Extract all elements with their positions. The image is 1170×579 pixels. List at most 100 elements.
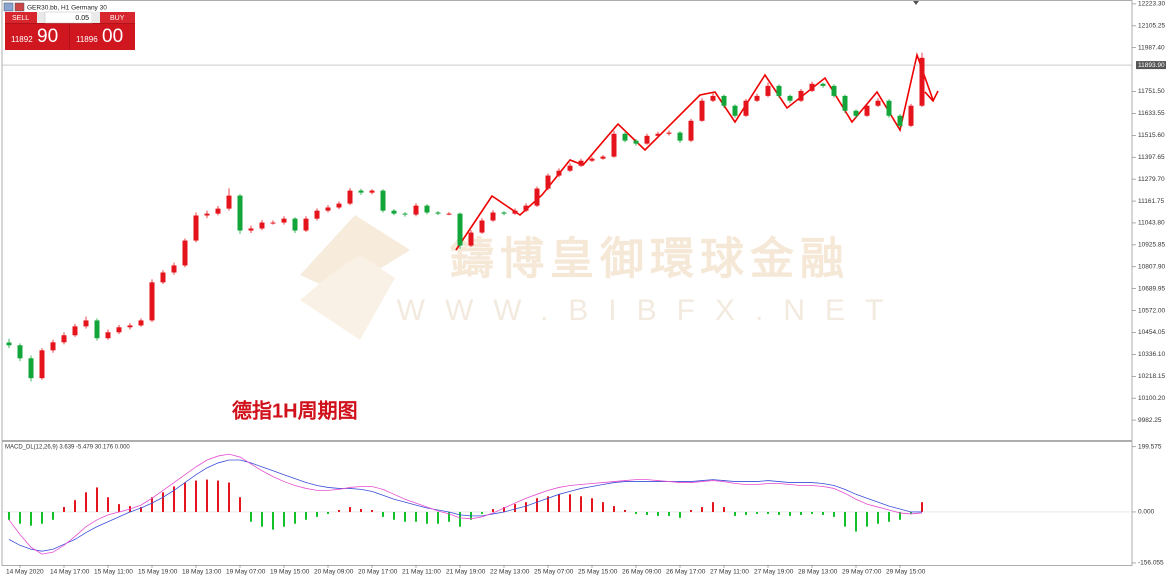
candle-body xyxy=(259,222,265,229)
candle-body xyxy=(248,228,254,231)
candle-body xyxy=(501,212,507,214)
candle-body xyxy=(204,213,210,216)
buy-button[interactable] xyxy=(100,12,135,23)
x-tick-label: 14 May 17:00 xyxy=(50,569,90,576)
y-tick-label: 11515.60 xyxy=(1138,132,1165,139)
candle-body xyxy=(314,210,320,219)
candle-body xyxy=(732,105,738,116)
y-tick-label: 11633.55 xyxy=(1138,110,1165,117)
candle-body xyxy=(380,190,386,211)
x-tick-label: 26 May 17:00 xyxy=(666,569,706,576)
candle-body xyxy=(149,282,155,321)
sell-price-box[interactable] xyxy=(5,24,69,50)
x-tick-label: 22 May 13:00 xyxy=(490,569,530,576)
candle-body xyxy=(798,90,804,101)
y-tick-label: 10925.85 xyxy=(1138,242,1165,249)
candle-body xyxy=(787,95,793,101)
candle-body xyxy=(545,175,551,189)
candle-body xyxy=(776,85,782,96)
candle-body xyxy=(743,100,749,116)
candle-body xyxy=(281,218,287,223)
candle-body xyxy=(336,203,342,208)
volume[interactable]: 0.05 xyxy=(75,15,89,22)
price-label: 11893.90 xyxy=(1138,62,1165,69)
x-tick-label: 28 May 13:00 xyxy=(798,569,838,576)
candle-body xyxy=(611,133,617,157)
candle-body xyxy=(171,265,177,273)
candle-body xyxy=(633,140,639,144)
symbol-icon xyxy=(3,2,14,12)
buy-price-box[interactable] xyxy=(70,24,135,50)
sell-price-head[interactable]: 11892 xyxy=(11,35,33,44)
x-tick-label: 19 May 07:00 xyxy=(226,569,266,576)
candle-body xyxy=(435,212,441,214)
candle-body xyxy=(886,100,892,116)
candle-body xyxy=(875,100,881,106)
watermark-url: WWW.BIBFX.NET xyxy=(397,294,904,327)
y-tick-label: 11987.40 xyxy=(1138,44,1165,51)
candle-body xyxy=(677,132,683,141)
x-tick-label: 18 May 13:00 xyxy=(182,569,222,576)
x-tick-label: 25 May 15:00 xyxy=(578,569,618,576)
x-tick-label: 20 May 17:00 xyxy=(358,569,398,576)
candle-body xyxy=(292,218,298,231)
y-tick-label: 10572.00 xyxy=(1138,307,1165,314)
candle-body xyxy=(699,100,705,121)
symbol: GER30.bb, H1 Germany 30 xyxy=(27,5,107,12)
candle-body xyxy=(589,158,595,161)
candle-body xyxy=(754,95,760,101)
y-tick-label: 10807.90 xyxy=(1138,263,1165,270)
candle-body xyxy=(622,133,628,141)
candle-body xyxy=(490,212,496,221)
candle-body xyxy=(94,320,100,339)
x-tick-label: 25 May 07:00 xyxy=(534,569,574,576)
candle-body xyxy=(457,213,463,246)
candle-body xyxy=(644,135,650,144)
watermark-logo xyxy=(300,255,395,340)
candle-body xyxy=(919,57,925,106)
volume-up[interactable] xyxy=(92,12,100,23)
candle-body xyxy=(908,105,914,126)
candle-body xyxy=(424,205,430,213)
candle-body xyxy=(105,332,111,339)
x-tick-label: 27 May 19:00 xyxy=(754,569,794,576)
scroll-marker xyxy=(913,1,919,5)
y-tick-label: 12105.25 xyxy=(1138,23,1165,30)
y-tick-label: 11043.80 xyxy=(1138,220,1165,227)
x-tick-label: 19 May 15:00 xyxy=(270,569,310,576)
candle-body xyxy=(270,222,276,224)
y-tick-label: 10336.10 xyxy=(1138,351,1165,358)
y-tick-label: 10689.95 xyxy=(1138,285,1165,292)
candle-body xyxy=(446,213,452,215)
y-tick-label: 11279.70 xyxy=(1138,176,1165,183)
candle-body xyxy=(600,156,606,159)
candle-body xyxy=(369,190,375,193)
x-tick-label: 15 May 19:00 xyxy=(138,569,178,576)
candle-body xyxy=(479,220,485,233)
candle-body xyxy=(864,105,870,116)
x-tick-label: 27 May 11:00 xyxy=(710,569,749,576)
trend-annotation xyxy=(455,52,934,251)
y-tick-label: -156.055 xyxy=(1138,560,1164,567)
price-label-bg xyxy=(1136,61,1166,70)
sell-label[interactable]: SELL xyxy=(12,15,29,22)
candle-body xyxy=(512,210,518,214)
x-tick-label: 14 May 2020 xyxy=(6,569,44,576)
buy-price-tail[interactable]: 00 xyxy=(102,26,123,47)
macd-pane-frame xyxy=(1,441,1133,566)
sell-price-tail[interactable]: 90 xyxy=(37,26,58,47)
candle-body xyxy=(215,208,221,214)
y-tick-label: 11397.65 xyxy=(1138,154,1165,161)
y-tick-label: 199.575 xyxy=(1138,443,1162,450)
candle-body xyxy=(391,210,397,214)
watermark-name: 鑄博皇御環球金融 xyxy=(450,235,850,284)
sell-button[interactable] xyxy=(5,12,37,23)
volume-down[interactable] xyxy=(37,12,45,23)
y-tick-label: 10100.20 xyxy=(1138,395,1165,402)
y-tick-label: 10454.05 xyxy=(1138,329,1165,336)
candle-body xyxy=(809,83,815,91)
buy-price-head[interactable]: 11896 xyxy=(76,35,98,44)
candle-body xyxy=(6,342,12,346)
buy-label[interactable]: BUY xyxy=(110,15,125,22)
